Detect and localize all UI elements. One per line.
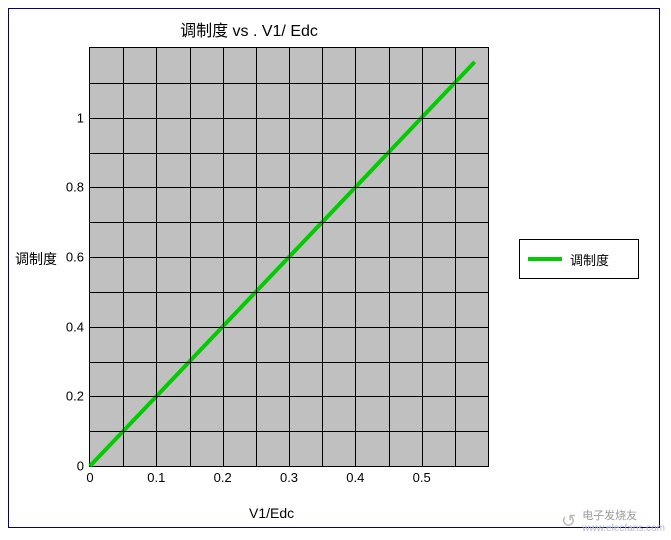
x-tick-label: 0 <box>86 470 93 485</box>
gridline-h <box>90 118 488 119</box>
gridline-h <box>90 292 488 293</box>
gridline-h <box>90 153 488 154</box>
x-axis-label: V1/Edc <box>249 505 294 521</box>
x-tick-label: 0.1 <box>147 470 165 485</box>
watermark-line2: www.elecfans.com <box>582 523 665 534</box>
chart-title: 调制度 vs . V1/ Edc <box>9 17 489 41</box>
series-line <box>90 62 475 466</box>
watermark-text: 电子发烧友 www.elecfans.com <box>582 510 665 534</box>
y-tick-label: 0.8 <box>66 180 84 195</box>
legend-swatch <box>528 257 562 261</box>
watermark: ↺ 电子发烧友 www.elecfans.com <box>561 510 665 534</box>
y-tick-label: 0 <box>77 459 84 474</box>
chart-frame: 调制度 vs . V1/ Edc 调制度 V1/Edc 00.10.20.30.… <box>8 8 660 528</box>
legend-label: 调制度 <box>570 250 609 269</box>
x-tick-label: 0.5 <box>413 470 431 485</box>
gridline-h <box>90 187 488 188</box>
legend: 调制度 <box>519 239 639 279</box>
y-tick-label: 0.4 <box>66 319 84 334</box>
gridline-h <box>90 257 488 258</box>
x-tick-label: 0.2 <box>214 470 232 485</box>
y-tick-label: 1 <box>77 110 84 125</box>
y-axis-label: 调制度 <box>15 249 57 269</box>
gridline-h <box>90 327 488 328</box>
gridline-h <box>90 396 488 397</box>
plot-area: 00.10.20.30.40.500.20.40.60.81 <box>89 47 489 467</box>
gridline-h <box>90 362 488 363</box>
gridline-h <box>90 222 488 223</box>
gridline-h <box>90 83 488 84</box>
watermark-icon: ↺ <box>561 511 576 532</box>
y-tick-label: 0.6 <box>66 250 84 265</box>
x-tick-label: 0.3 <box>280 470 298 485</box>
gridline-h <box>90 431 488 432</box>
watermark-line1: 电子发烧友 <box>582 510 637 522</box>
y-tick-label: 0.2 <box>66 389 84 404</box>
x-tick-label: 0.4 <box>346 470 364 485</box>
